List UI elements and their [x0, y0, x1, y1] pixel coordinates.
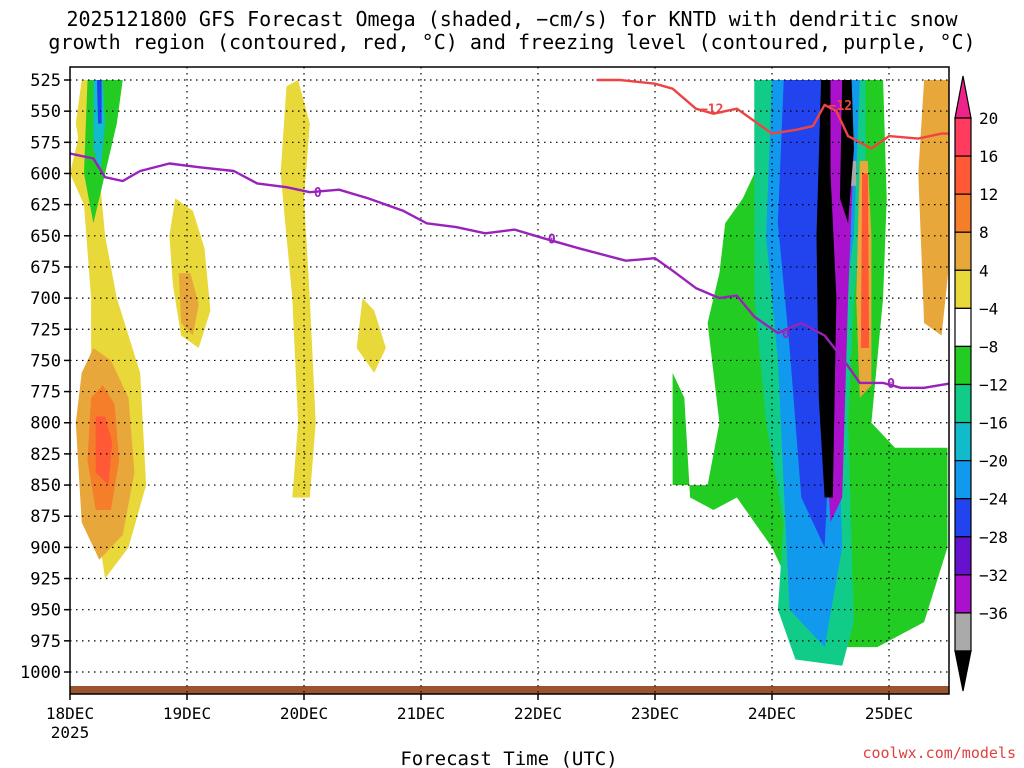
colorbar-box-5 [954, 307, 972, 348]
colorbar-box-7 [954, 383, 972, 424]
x-tick-sublabel-18DEC: 2025 [51, 723, 90, 742]
freezing-level-contour [70, 152, 949, 389]
colorbar-box-12 [954, 574, 972, 614]
omega-region-11 [96, 80, 102, 124]
colorbar-label-7: −12 [979, 376, 1008, 395]
colorbar-label-1: 16 [979, 147, 998, 166]
y-tick-label-900: 900 [30, 538, 61, 558]
colorbar-label-4: 4 [979, 261, 989, 280]
colorbar-box-13 [954, 612, 972, 652]
colorbar-label-13: −36 [979, 604, 1008, 623]
y-tick-label-950: 950 [30, 601, 61, 621]
colorbar-label-0: 20 [979, 109, 998, 128]
y-tick-label-625: 625 [30, 196, 61, 216]
colorbar-box-4 [954, 269, 972, 309]
y-tick-label-875: 875 [30, 507, 61, 527]
y-axis-ticks: 525 550 575 600 625 650 675 700 725 750 775 800 825 8… [20, 71, 70, 683]
omega-region-22 [918, 80, 949, 336]
colorbar-box-9 [954, 460, 972, 500]
colorbar-label-12: −32 [979, 566, 1008, 585]
y-tick-label-825: 825 [30, 445, 61, 465]
y-tick-label-600: 600 [30, 164, 61, 184]
colorbar-bottom-arrow [954, 650, 972, 692]
freezing-level-contour-label-3: 0 [887, 377, 895, 392]
omega-region-6 [280, 80, 316, 498]
y-tick-label-975: 975 [30, 632, 61, 652]
y-tick-label-700: 700 [30, 289, 61, 309]
y-tick-label-525: 525 [30, 71, 61, 91]
colorbar-box-6 [954, 345, 972, 386]
ground-band [70, 686, 949, 694]
colorbar-box-1 [954, 155, 972, 195]
chart-title: 2025121800 GFS Forecast Omega (shaded, −… [0, 8, 1024, 54]
omega-region-3 [95, 416, 113, 486]
colorbar-box-10 [954, 498, 972, 538]
colorbar-label-3: 8 [979, 223, 989, 242]
x-tick-label-18DEC: 18DEC [46, 704, 94, 723]
y-tick-label-650: 650 [30, 227, 61, 247]
y-tick-label-1000: 1000 [20, 663, 61, 683]
dgz-minus12-contour-label-0: −12 [700, 103, 723, 118]
dotted-grid [70, 67, 949, 694]
freezing-level-contour-label-2: 0 [782, 327, 790, 342]
freezing-level-contour-label-0: 0 [314, 186, 322, 201]
omega-region-5 [178, 273, 199, 336]
x-tick-label-20DEC: 20DEC [280, 704, 328, 723]
chart-title-line-1: 2025121800 GFS Forecast Omega (shaded, −… [66, 7, 958, 31]
y-tick-label-925: 925 [30, 570, 61, 590]
colorbar-label-8: −16 [979, 414, 1008, 433]
colorbar-label-10: −24 [979, 490, 1008, 509]
x-tick-label-23DEC: 23DEC [631, 704, 679, 723]
colorbar-box-8 [954, 421, 972, 462]
omega-shading [70, 80, 949, 666]
colorbar-box-3 [954, 231, 972, 271]
dgz-minus12-contour [596, 78, 949, 150]
colorbar: 20 16 12 8 4 −4 −8 −12 −16 −20 −24 −28 −32 −36 [954, 75, 1008, 692]
y-tick-label-850: 850 [30, 476, 61, 496]
colorbar-box-2 [954, 193, 972, 233]
credit-link[interactable]: coolwx.com/models [862, 744, 1016, 762]
y-tick-label-750: 750 [30, 351, 61, 371]
colorbar-label-6: −8 [979, 337, 998, 356]
colorbar-label-5: −4 [979, 299, 998, 318]
omega-region-21 [860, 173, 870, 348]
y-tick-label-775: 775 [30, 383, 61, 403]
omega-region-10 [93, 80, 106, 174]
chart-title-line-2: growth region (contoured, red, °C) and f… [48, 30, 976, 54]
colorbar-top-arrow [954, 75, 972, 119]
colorbar-label-11: −28 [979, 528, 1008, 547]
y-tick-label-725: 725 [30, 320, 61, 340]
colorbar-box-11 [954, 536, 972, 576]
x-tick-label-21DEC: 21DEC [397, 704, 445, 723]
y-tick-label-675: 675 [30, 258, 61, 278]
y-tick-label-575: 575 [30, 133, 61, 153]
plot-border [69, 66, 950, 695]
omega-region-7 [356, 298, 386, 373]
dgz-minus12-contour-label-1: −12 [829, 99, 852, 114]
contour-labels: 0 0 0 0 −12 −12 [314, 99, 895, 392]
x-tick-label-24DEC: 24DEC [748, 704, 796, 723]
y-tick-label-800: 800 [30, 414, 61, 434]
plot-frame [69, 66, 950, 695]
x-axis-label: Forecast Time (UTC) [400, 748, 617, 768]
colorbar-box-0 [954, 117, 972, 157]
colorbar-label-2: 12 [979, 185, 998, 204]
ground-surface-band [70, 686, 949, 694]
freezing-level-contour-label-1: 0 [548, 232, 556, 247]
x-tick-label-19DEC: 19DEC [163, 704, 211, 723]
omega-region-18 [816, 80, 837, 498]
y-tick-label-550: 550 [30, 102, 61, 122]
colorbar-label-9: −20 [979, 452, 1008, 471]
contour-lines [70, 78, 949, 389]
x-tick-label-25DEC: 25DEC [865, 704, 913, 723]
omega-region-19 [839, 80, 854, 224]
x-tick-label-22DEC: 22DEC [514, 704, 562, 723]
